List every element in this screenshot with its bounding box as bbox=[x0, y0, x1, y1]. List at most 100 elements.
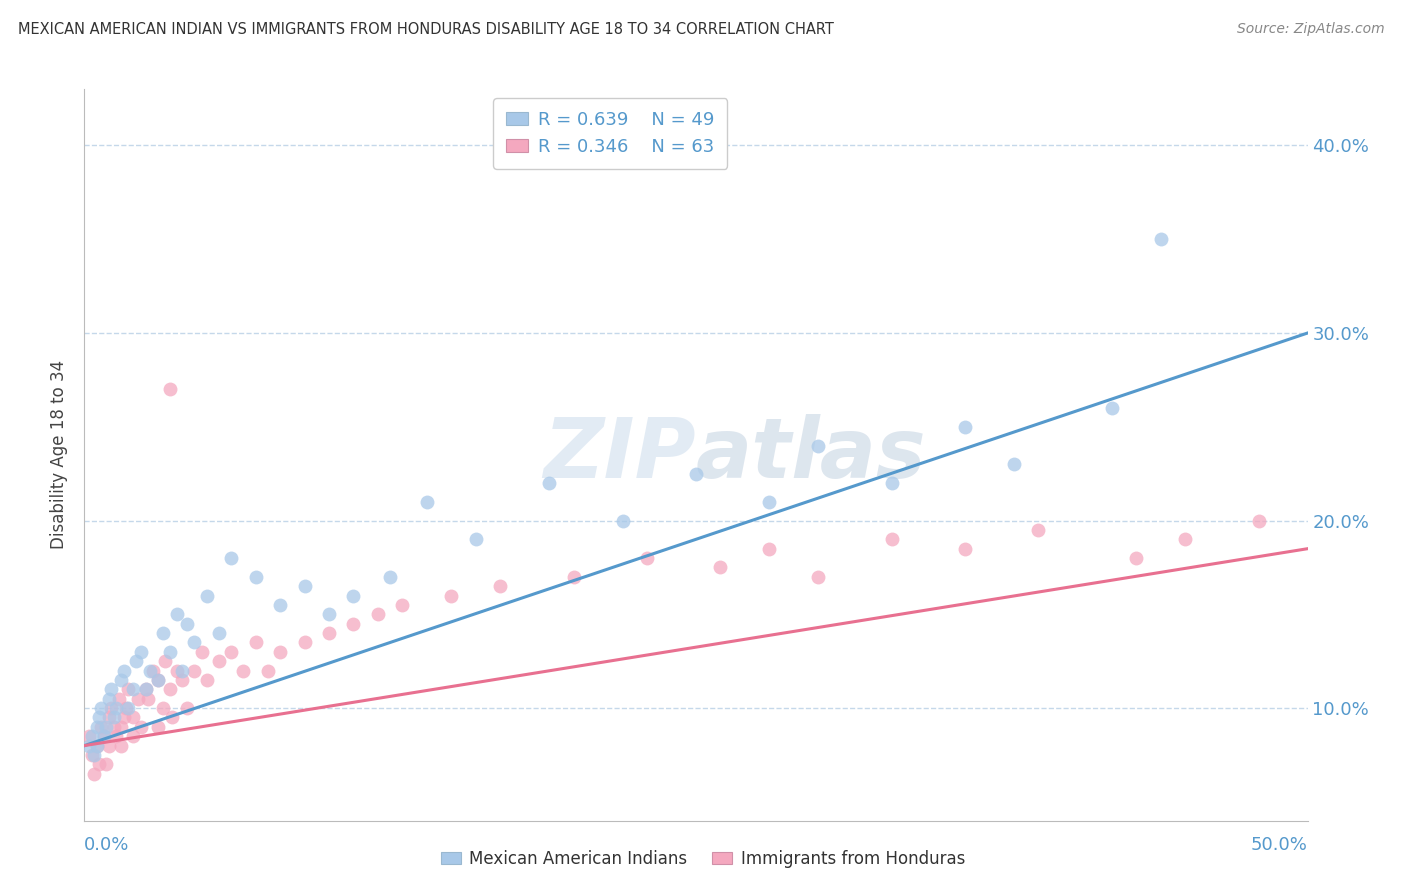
Point bbox=[1150, 232, 1173, 246]
Point bbox=[135, 682, 157, 697]
Point bbox=[1247, 514, 1270, 528]
Text: Source: ZipAtlas.com: Source: ZipAtlas.com bbox=[1237, 22, 1385, 37]
Point bbox=[269, 598, 291, 612]
Point bbox=[77, 739, 100, 753]
Point bbox=[103, 710, 125, 724]
Point bbox=[152, 701, 174, 715]
Point bbox=[538, 476, 561, 491]
Point bbox=[195, 589, 218, 603]
Point bbox=[269, 645, 291, 659]
Point bbox=[110, 739, 132, 753]
Point bbox=[142, 664, 165, 678]
Point bbox=[103, 720, 125, 734]
Point bbox=[127, 691, 149, 706]
Point bbox=[93, 729, 115, 743]
Point bbox=[172, 664, 194, 678]
Text: 50.0%: 50.0% bbox=[1251, 836, 1308, 854]
Point bbox=[1101, 401, 1123, 415]
Point bbox=[115, 701, 138, 715]
Point bbox=[440, 589, 463, 603]
Point bbox=[105, 701, 128, 715]
Point bbox=[135, 682, 157, 697]
Legend: R = 0.639    N = 49, R = 0.346    N = 63: R = 0.639 N = 49, R = 0.346 N = 63 bbox=[494, 98, 727, 169]
Point bbox=[195, 673, 218, 687]
Point bbox=[208, 654, 231, 668]
Point bbox=[562, 570, 585, 584]
Point bbox=[146, 673, 169, 687]
Point bbox=[880, 533, 903, 547]
Point bbox=[342, 616, 364, 631]
Text: atlas: atlas bbox=[696, 415, 927, 495]
Point bbox=[97, 691, 120, 706]
Point bbox=[183, 664, 205, 678]
Point bbox=[152, 626, 174, 640]
Point bbox=[391, 598, 413, 612]
Point bbox=[107, 691, 129, 706]
Point bbox=[86, 720, 108, 734]
Point bbox=[219, 551, 242, 566]
Point bbox=[146, 673, 169, 687]
Point bbox=[100, 701, 122, 715]
Point bbox=[146, 720, 169, 734]
Point bbox=[380, 570, 402, 584]
Point bbox=[183, 635, 205, 649]
Point bbox=[176, 701, 198, 715]
Point bbox=[245, 570, 267, 584]
Point bbox=[685, 467, 707, 481]
Point bbox=[96, 720, 118, 734]
Point bbox=[807, 570, 830, 584]
Point bbox=[953, 419, 976, 434]
Point bbox=[758, 495, 780, 509]
Legend: Mexican American Indians, Immigrants from Honduras: Mexican American Indians, Immigrants fro… bbox=[434, 844, 972, 875]
Point bbox=[232, 664, 254, 678]
Point bbox=[122, 729, 145, 743]
Point bbox=[257, 664, 280, 678]
Point bbox=[122, 710, 145, 724]
Text: 0.0%: 0.0% bbox=[84, 836, 129, 854]
Point bbox=[294, 635, 316, 649]
Point bbox=[117, 701, 139, 715]
Point bbox=[159, 382, 181, 396]
Point bbox=[125, 654, 148, 668]
Point bbox=[93, 729, 115, 743]
Point bbox=[1125, 551, 1147, 566]
Point bbox=[191, 645, 214, 659]
Point bbox=[100, 682, 122, 697]
Point bbox=[159, 682, 181, 697]
Point bbox=[129, 645, 152, 659]
Point bbox=[318, 607, 340, 622]
Point bbox=[153, 654, 176, 668]
Point bbox=[709, 560, 731, 574]
Point bbox=[122, 682, 145, 697]
Point bbox=[80, 747, 103, 762]
Point bbox=[110, 720, 132, 734]
Point bbox=[807, 438, 830, 452]
Point bbox=[245, 635, 267, 649]
Point bbox=[367, 607, 389, 622]
Point bbox=[112, 664, 135, 678]
Point bbox=[636, 551, 658, 566]
Point bbox=[208, 626, 231, 640]
Point bbox=[1002, 458, 1025, 472]
Point bbox=[77, 729, 100, 743]
Point bbox=[139, 664, 162, 678]
Point bbox=[166, 664, 188, 678]
Point bbox=[87, 710, 110, 724]
Point bbox=[294, 579, 316, 593]
Point bbox=[83, 766, 105, 780]
Point bbox=[96, 757, 118, 772]
Point bbox=[880, 476, 903, 491]
Point bbox=[86, 739, 108, 753]
Point bbox=[110, 673, 132, 687]
Point bbox=[342, 589, 364, 603]
Point bbox=[464, 533, 486, 547]
Point bbox=[758, 541, 780, 556]
Point bbox=[489, 579, 512, 593]
Point bbox=[1174, 533, 1197, 547]
Point bbox=[112, 710, 135, 724]
Point bbox=[219, 645, 242, 659]
Point bbox=[1028, 523, 1050, 537]
Point bbox=[159, 645, 181, 659]
Point bbox=[105, 729, 128, 743]
Point bbox=[90, 720, 112, 734]
